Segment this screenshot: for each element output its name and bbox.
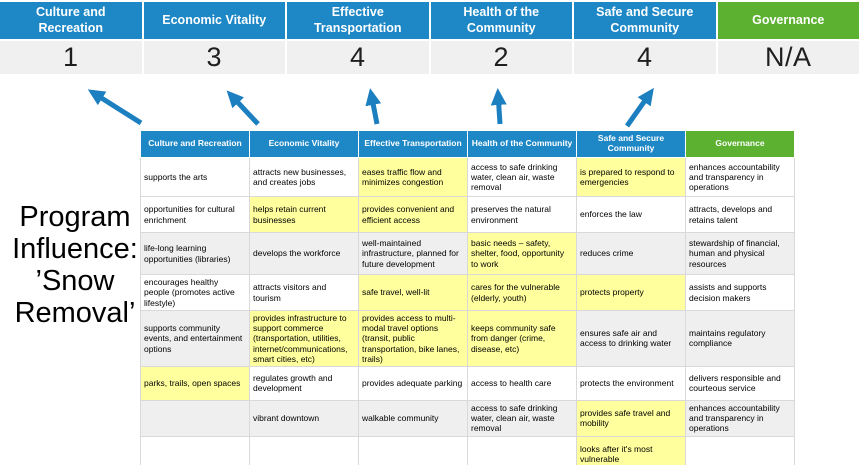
scorecard-score: 3 [143, 41, 285, 74]
scorecard-culture-and-recreation: Culture and Recreation 1 [0, 2, 142, 74]
influence-cell-protects-the-environment: protects the environment [576, 365, 686, 401]
influence-cell-enhances-accountability-and-transparency: enhances accountability and transparency… [685, 399, 795, 437]
influence-cell-ensures-safe-air-and-access-to-drinking-: ensures safe air and access to drinking … [576, 310, 686, 367]
influence-cell-regulates-growth-and-development: regulates growth and development [249, 365, 359, 401]
influence-cell-helps-retain-current-businesses: helps retain current businesses [249, 196, 359, 233]
influence-cell-provides-infrastructure-to-support-comme: provides infrastructure to support comme… [249, 310, 359, 367]
arrow-health-of-the-community [490, 88, 507, 125]
influence-cell-is-prepared-to-respond-to-emergencies: is prepared to respond to emergencies [576, 157, 686, 197]
table-row: supports the arts attracts new businesses… [140, 157, 795, 197]
influence-cell-assists-and-supports-decision-makers: assists and supports decision makers [685, 274, 795, 311]
column-header-health-of-the-community: Health of the Community [467, 130, 577, 158]
scorecard-label: Culture and Recreation [0, 2, 142, 39]
influence-cell-attracts-new-businesses-and-creates-jobs: attracts new businesses, and creates job… [249, 157, 359, 197]
influence-cell-enhances-accountability-and-transparency: enhances accountability and transparency… [685, 157, 795, 197]
influence-cell-provides-adequate-parking: provides adequate parking [358, 365, 468, 401]
scorecard-economic-vitality: Economic Vitality 3 [143, 2, 285, 74]
influence-cell-life-long-learning-opportunities-librari: life-long learning opportunities (librar… [140, 232, 250, 275]
scorecard-effective-transportation: Effective Transportation 4 [287, 2, 429, 74]
scorecard-label: Effective Transportation [287, 2, 429, 39]
table-row: looks after it's most vulnerable [140, 435, 795, 465]
title-line-3: ’Snow [35, 265, 115, 297]
influence-cell-eases-traffic-flow-and-minimizes-congest: eases traffic flow and minimizes congest… [358, 157, 468, 197]
title-line-4: Removal’ [14, 297, 136, 329]
influence-table: Culture and Recreation Economic Vitality E… [140, 130, 795, 465]
influence-cell-opportunities-for-cultural-enrichment: opportunities for cultural enrichment [140, 196, 250, 233]
table-row: vibrant downtown walkable community access… [140, 399, 795, 437]
influence-cell-attracts-develops-and-retains-talent: attracts, develops and retains talent [685, 196, 795, 233]
scorecard-label: Safe and Secure Community [574, 2, 716, 39]
influence-cell-parks-trails-open-spaces: parks, trails, open spaces [140, 365, 250, 401]
influence-cell-enforces-the-law: enforces the law [576, 196, 686, 233]
influence-cell-empty [249, 435, 359, 465]
column-header-culture-and-recreation: Culture and Recreation [140, 130, 250, 158]
scoreboard: Culture and Recreation 1 Economic Vitality… [0, 2, 859, 74]
arrow-effective-transportation [365, 88, 382, 125]
influence-cell-encourages-healthy-people-promotes-activ: encourages healthy people (promotes acti… [140, 274, 250, 311]
column-header-governance: Governance [685, 130, 795, 158]
influence-cell-access-to-safe-drinking-water-clean-air-: access to safe drinking water, clean air… [467, 157, 577, 197]
influence-cell-empty [685, 435, 795, 465]
scorecard-score: N/A [717, 41, 859, 74]
table-row: parks, trails, open spaces regulates grow… [140, 365, 795, 401]
arrow-culture-and-recreation [87, 89, 143, 126]
table-row: opportunities for cultural enrichment hel… [140, 196, 795, 233]
influence-cell-delivers-responsible-and-courteous-servi: delivers responsible and courteous servi… [685, 365, 795, 401]
influence-cell-protects-property: protects property [576, 274, 686, 311]
table-row: life-long learning opportunities (librar… [140, 232, 795, 275]
influence-cell-develops-the-workforce: develops the workforce [249, 232, 359, 275]
influence-cell-preserves-the-natural-environment: preserves the natural environment [467, 196, 577, 233]
scorecard-label: Governance [717, 2, 859, 39]
influence-cell-provides-safe-travel-and-mobility: provides safe travel and mobility [576, 399, 686, 437]
column-header-effective-transportation: Effective Transportation [358, 130, 468, 158]
table-row: supports community events, and entertain… [140, 310, 795, 367]
title-line-1: Program [19, 201, 131, 233]
program-influence-title: Program Influence: ’Snow Removal’ [0, 201, 150, 329]
scorecard-governance: Governance N/A [717, 2, 859, 74]
scorecard-label: Health of the Community [430, 2, 572, 39]
influence-cell-stewardship-of-financial-human-and-physi: stewardship of financial, human and phys… [685, 232, 795, 275]
influence-cell-safe-travel-well-lit: safe travel, well-lit [358, 274, 468, 311]
influence-cell-looks-after-it-s-most-vulnerable: looks after it's most vulnerable [576, 435, 686, 465]
influence-cell-empty [140, 399, 250, 437]
influence-cell-walkable-community: walkable community [358, 399, 468, 437]
influence-cell-keeps-community-safe-from-danger-crime-d: keeps community safe from danger (crime,… [467, 310, 577, 367]
influence-cell-access-to-health-care: access to health care [467, 365, 577, 401]
influence-table-head: Culture and Recreation Economic Vitality E… [140, 130, 795, 158]
scorecard-score: 4 [287, 41, 429, 74]
scorecard-label: Economic Vitality [143, 2, 285, 39]
title-line-2: Influence: [12, 233, 138, 265]
arrow-economic-vitality [226, 90, 260, 126]
influence-cell-cares-for-the-vulnerable-elderly-youth: cares for the vulnerable (elderly, youth… [467, 274, 577, 311]
table-row: encourages healthy people (promotes acti… [140, 274, 795, 311]
scorecard-score: 1 [0, 41, 142, 74]
influence-cell-empty [467, 435, 577, 465]
scorecard-score: 4 [574, 41, 716, 74]
influence-cell-empty [140, 435, 250, 465]
influence-cell-supports-community-events-and-entertainm: supports community events, and entertain… [140, 310, 250, 367]
influence-cell-provides-convenient-and-efficient-access: provides convenient and efficient access [358, 196, 468, 233]
influence-cell-provides-access-to-multi-modal-travel-op: provides access to multi-modal travel op… [358, 310, 468, 367]
influence-cell-supports-the-arts: supports the arts [140, 157, 250, 197]
column-header-economic-vitality: Economic Vitality [249, 130, 359, 158]
influence-cell-well-maintained-infrastructure-planned-f: well-maintained infrastructure, planned … [358, 232, 468, 275]
influence-cell-basic-needs-safety-shelter-food-opportun: basic needs – safety, shelter, food, opp… [467, 232, 577, 275]
influence-cell-vibrant-downtown: vibrant downtown [249, 399, 359, 437]
influence-cell-reduces-crime: reduces crime [576, 232, 686, 275]
scorecard-score: 2 [430, 41, 572, 74]
scorecard-health-of-the-community: Health of the Community 2 [430, 2, 572, 74]
arrow-safe-and-secure-community [624, 87, 654, 128]
influence-cell-maintains-regulatory-compliance: maintains regulatory compliance [685, 310, 795, 367]
influence-cell-access-to-safe-drinking-water-clean-air-: access to safe drinking water, clean air… [467, 399, 577, 437]
influence-cell-empty [358, 435, 468, 465]
scorecard-safe-and-secure-community: Safe and Secure Community 4 [574, 2, 716, 74]
column-header-safe-and-secure-community: Safe and Secure Community [576, 130, 686, 158]
influence-cell-attracts-visitors-and-tourism: attracts visitors and tourism [249, 274, 359, 311]
